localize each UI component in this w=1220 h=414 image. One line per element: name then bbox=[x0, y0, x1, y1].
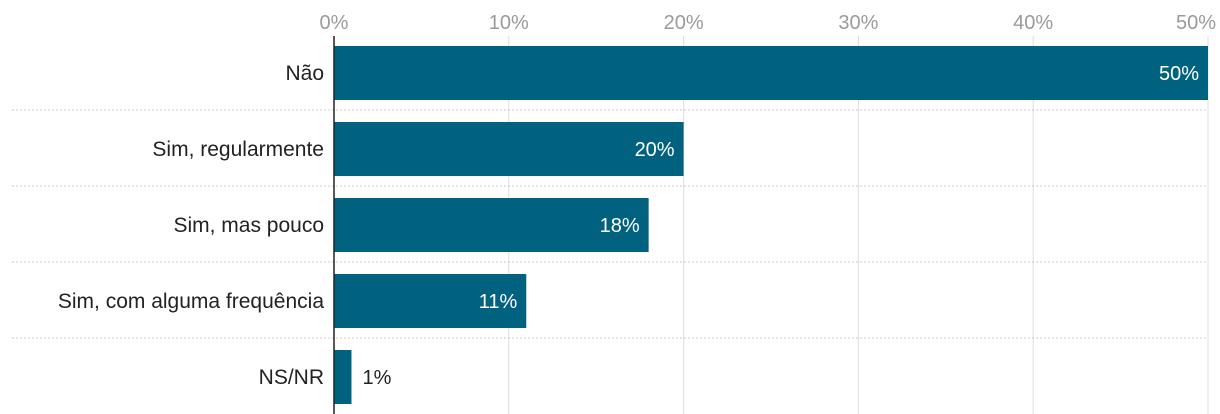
value-label: 18% bbox=[600, 215, 640, 237]
x-tick-label: 40% bbox=[1013, 12, 1053, 34]
bar bbox=[334, 122, 684, 176]
bar bbox=[334, 46, 1208, 100]
bar bbox=[334, 350, 352, 404]
bar bbox=[334, 274, 527, 328]
x-tick-label: 20% bbox=[664, 12, 704, 34]
value-label: 11% bbox=[479, 291, 518, 313]
x-axis-ticks: 0% 10% 20% 30% 40% 50% bbox=[320, 12, 1217, 34]
bar bbox=[334, 198, 649, 252]
x-tick-label: 10% bbox=[489, 12, 529, 34]
category-label: NS/NR bbox=[259, 366, 324, 389]
value-label: 50% bbox=[1159, 63, 1199, 85]
bars bbox=[334, 46, 1208, 404]
category-labels: Não Sim, regularmente Sim, mas pouco Sim, c… bbox=[58, 62, 324, 389]
row-separators bbox=[12, 109, 1208, 339]
x-tick-label: 0% bbox=[320, 12, 349, 34]
category-label: Não bbox=[285, 62, 324, 85]
x-tick-label: 30% bbox=[838, 12, 878, 34]
value-label: 20% bbox=[635, 139, 675, 161]
value-label: 1% bbox=[362, 367, 391, 389]
value-labels: 50% 20% 18% 11% 1% bbox=[362, 63, 1199, 389]
category-label: Sim, com alguma frequência bbox=[58, 290, 324, 313]
category-label: Sim, regularmente bbox=[152, 138, 324, 161]
category-label: Sim, mas pouco bbox=[173, 214, 324, 237]
x-tick-label: 50% bbox=[1176, 12, 1216, 34]
